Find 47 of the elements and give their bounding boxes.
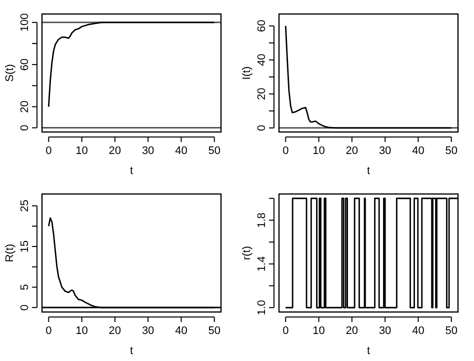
x-tick-label: 20: [346, 325, 358, 337]
y-tick-label: 20: [256, 88, 268, 100]
y-tick-label: 40: [256, 54, 268, 66]
y-tick-label: 0: [256, 124, 268, 131]
x-tick-label: 20: [108, 145, 122, 157]
x-tick-label: 40: [412, 145, 424, 157]
x-tick-label: 0: [282, 145, 289, 157]
x-tick-label: 30: [142, 325, 154, 337]
y-tick-label: 20: [19, 100, 31, 113]
y-axis-title: r(t): [241, 246, 253, 260]
y-tick-label: 1.4: [256, 256, 268, 272]
y-tick-label: 0: [19, 304, 31, 311]
x-axis-title: t: [366, 345, 370, 357]
y-tick-label: 100: [19, 13, 31, 32]
y-tick-label: 1.8: [256, 212, 268, 228]
y-axis-title: R(t): [4, 244, 16, 262]
x-tick-label: 0: [282, 325, 289, 337]
y-axis-title: I(t): [241, 66, 253, 80]
x-tick-label: 50: [445, 145, 458, 157]
x-tick-label: 0: [46, 145, 52, 157]
x-axis-title: t: [366, 165, 370, 177]
x-tick-label: 10: [76, 325, 88, 337]
x-axis-title: t: [130, 345, 134, 357]
x-tick-label: 40: [175, 145, 188, 157]
y-tick-label: 60: [19, 58, 31, 71]
x-tick-label: 0: [46, 325, 52, 337]
x-tick-label: 40: [175, 325, 188, 337]
y-tick-label: 0: [19, 124, 31, 131]
x-tick-label: 20: [108, 325, 122, 337]
y-tick-label: 1.0: [256, 300, 268, 316]
x-tick-label: 50: [445, 325, 458, 337]
x-tick-label: 50: [208, 325, 220, 337]
x-tick-label: 30: [378, 325, 392, 337]
x-tick-label: 50: [208, 145, 220, 157]
x-tick-label: 10: [312, 325, 325, 337]
y-tick-label: 15: [19, 240, 31, 253]
y-axis-title: S(t): [4, 64, 16, 82]
y-tick-label: 60: [256, 20, 268, 32]
x-tick-label: 20: [346, 145, 358, 157]
x-axis-title: t: [130, 165, 134, 177]
x-tick-label: 30: [142, 145, 154, 157]
y-tick-label: 5: [19, 284, 31, 290]
x-tick-label: 10: [76, 145, 88, 157]
x-tick-label: 40: [412, 325, 424, 337]
x-tick-label: 30: [378, 145, 392, 157]
y-tick-label: 25: [19, 200, 31, 212]
x-tick-label: 10: [312, 145, 325, 157]
